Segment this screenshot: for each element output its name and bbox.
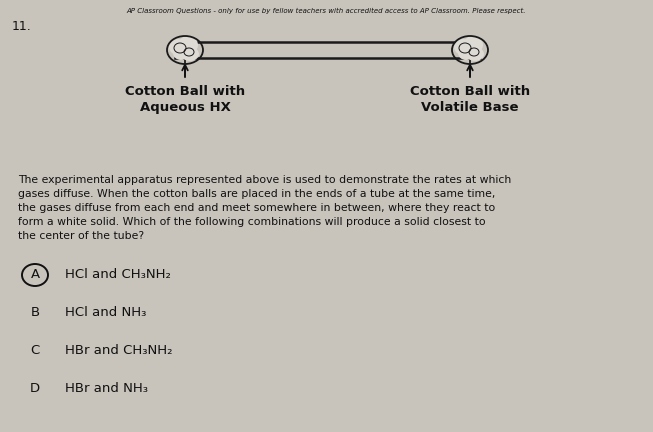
Ellipse shape [459,39,481,59]
Ellipse shape [174,39,196,59]
Text: B: B [31,306,40,320]
Text: The experimental apparatus represented above is used to demonstrate the rates at: The experimental apparatus represented a… [18,175,511,241]
Ellipse shape [169,39,187,55]
Ellipse shape [173,46,189,60]
Text: 11.: 11. [12,20,32,33]
Text: HCl and NH₃: HCl and NH₃ [65,306,146,320]
Text: C: C [31,344,40,358]
Text: AP Classroom Questions - only for use by fellow teachers with accredited access : AP Classroom Questions - only for use by… [126,8,526,14]
Text: Cotton Ball with
Volatile Base: Cotton Ball with Volatile Base [410,85,530,114]
Text: A: A [31,269,40,282]
Ellipse shape [463,36,483,54]
Text: HBr and CH₃NH₂: HBr and CH₃NH₂ [65,344,172,358]
Ellipse shape [178,36,198,54]
Ellipse shape [454,39,472,55]
Text: D: D [30,382,40,396]
Text: HBr and NH₃: HBr and NH₃ [65,382,148,396]
Ellipse shape [466,47,484,61]
Text: Cotton Ball with
Aqueous HX: Cotton Ball with Aqueous HX [125,85,245,114]
Ellipse shape [458,46,474,60]
Text: HCl and CH₃NH₂: HCl and CH₃NH₂ [65,269,171,282]
Ellipse shape [181,47,199,61]
